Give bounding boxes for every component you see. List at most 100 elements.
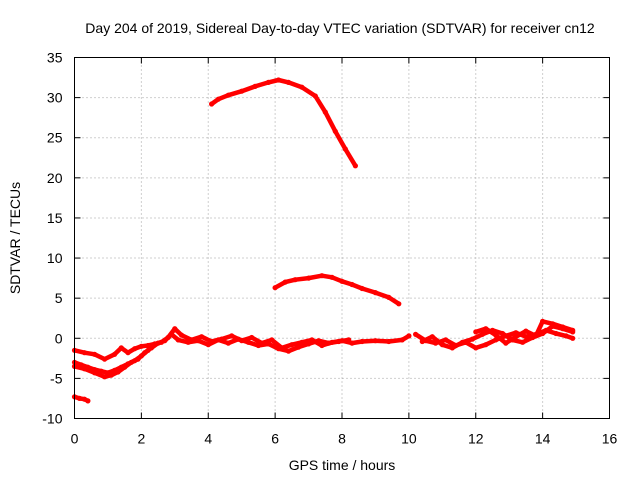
data-point (239, 88, 245, 94)
data-point (319, 273, 325, 279)
data-point (359, 338, 365, 345)
data-point (85, 398, 91, 404)
series-arc-zero-late-b (420, 323, 575, 351)
data-point (215, 96, 221, 102)
data-point (473, 329, 479, 335)
data-point (459, 339, 465, 345)
data-point (349, 281, 355, 288)
data-point (386, 338, 392, 345)
data-point (406, 333, 412, 339)
chart-title: Day 204 of 2019, Sidereal Day-to-day VTE… (85, 20, 595, 36)
data-point (112, 367, 118, 373)
data-point (112, 351, 118, 357)
data-point (225, 340, 231, 346)
data-point (229, 333, 235, 339)
data-point (118, 364, 124, 370)
data-point (245, 339, 251, 345)
x-tick-label: 0 (71, 431, 79, 447)
data-point (269, 337, 275, 343)
data-point (285, 348, 292, 354)
data-point (102, 374, 108, 380)
data-point (332, 128, 338, 134)
data-point (105, 370, 111, 376)
x-tick-label: 16 (602, 431, 618, 447)
data-point (570, 327, 576, 333)
data-point (316, 338, 322, 344)
data-point (155, 340, 161, 346)
data-point (503, 340, 509, 346)
data-point (346, 337, 352, 343)
data-point (563, 333, 569, 339)
data-point (443, 337, 449, 343)
data-point (292, 277, 298, 283)
data-point (570, 335, 576, 341)
data-point (272, 285, 278, 291)
data-point (372, 338, 378, 344)
data-point (78, 362, 84, 368)
data-point (523, 328, 529, 334)
data-point (329, 274, 335, 280)
data-point (145, 347, 151, 353)
data-point (419, 338, 425, 345)
y-tick-label: 15 (47, 210, 63, 226)
data-point (235, 336, 241, 342)
data-point (295, 344, 302, 350)
data-point (282, 279, 288, 285)
y-axis-label: SDTVAR / TECUs (7, 182, 23, 294)
data-point (118, 345, 124, 351)
data-point (172, 326, 178, 332)
data-point (289, 342, 295, 348)
y-tick-label: 35 (47, 50, 63, 66)
ticks (74, 57, 610, 419)
data-point (102, 356, 108, 362)
data-point (429, 334, 435, 340)
data-point (413, 331, 419, 337)
data-point (449, 345, 455, 351)
x-axis-label: GPS time / hours (289, 457, 396, 473)
data-point (386, 294, 392, 300)
data-point (178, 332, 185, 338)
data-point (125, 361, 131, 367)
data-point (352, 163, 358, 169)
y-tick-label: 0 (55, 330, 63, 346)
data-point (249, 334, 255, 341)
x-tick-label: 4 (204, 431, 212, 447)
series-layer (71, 77, 576, 404)
series-arc-zero-a (72, 326, 412, 362)
x-tick-label: 10 (401, 431, 417, 447)
data-point (469, 336, 475, 342)
x-tick-labels: 0 2 4 6 8 10 12 14 16 (71, 431, 618, 447)
data-point (306, 275, 312, 281)
y-tick-label: 20 (47, 170, 63, 186)
data-point (132, 346, 138, 352)
y-tick-label: -5 (50, 370, 63, 386)
data-point (322, 109, 328, 115)
data-point (85, 364, 91, 370)
data-point (520, 339, 526, 345)
data-point (560, 324, 566, 330)
data-point (533, 333, 539, 339)
y-tick-label: -10 (42, 411, 62, 427)
y-tick-label: 5 (55, 290, 63, 306)
data-point (185, 339, 191, 345)
data-point (252, 83, 258, 89)
data-point (138, 343, 144, 349)
data-point (168, 331, 175, 337)
y-tick-label: 30 (47, 90, 63, 106)
y-tick-labels: -10 -5 0 5 10 15 20 25 30 35 (42, 50, 62, 427)
data-point (255, 342, 261, 349)
data-point (76, 395, 83, 401)
data-point (215, 337, 221, 343)
data-point (225, 92, 231, 98)
data-point (306, 341, 312, 347)
data-point (493, 332, 499, 338)
data-point (473, 345, 479, 351)
data-point (513, 334, 519, 340)
data-point (132, 358, 138, 364)
data-point (92, 367, 98, 373)
data-point (98, 368, 104, 374)
data-point (125, 350, 131, 356)
series-arc-high (209, 77, 358, 169)
data-point (553, 330, 559, 337)
